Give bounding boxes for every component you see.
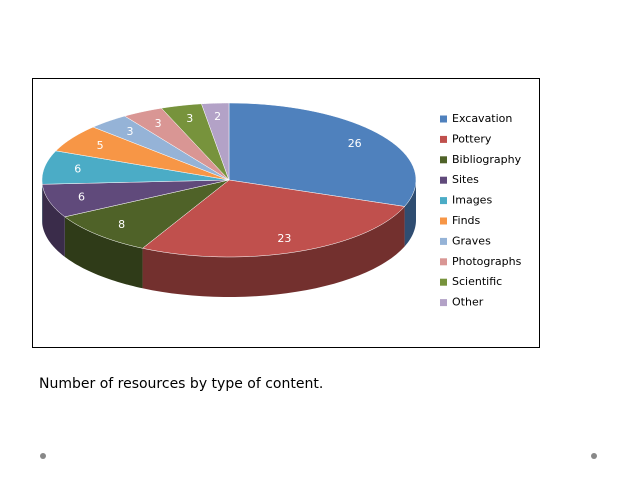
data-label: 8 — [118, 218, 125, 231]
slice-side — [142, 206, 405, 297]
pie-slice — [55, 126, 230, 181]
legend-label: Graves — [452, 234, 491, 247]
pie-slice — [41, 150, 230, 185]
pie-slice — [201, 102, 230, 181]
slice-side — [64, 216, 143, 289]
slice-side — [42, 184, 65, 257]
pie-slice — [92, 115, 230, 181]
data-label: 6 — [74, 163, 81, 176]
pie-slice — [160, 103, 230, 181]
legend-label: Pottery — [452, 132, 492, 145]
legend-swatch — [440, 278, 447, 286]
legend-label: Excavation — [452, 112, 512, 125]
pie-slice — [64, 179, 230, 249]
legend-label: Images — [452, 194, 492, 207]
bullet-dot — [40, 453, 46, 459]
bullet-dot — [591, 453, 597, 459]
data-label: 3 — [186, 112, 193, 125]
legend-label: Photographs — [452, 255, 522, 268]
legend-label: Bibliography — [452, 153, 522, 166]
legend-swatch — [440, 217, 447, 225]
pie-slice — [124, 107, 230, 181]
data-label: 5 — [97, 139, 104, 152]
legend-label: Sites — [452, 173, 479, 186]
legend-swatch — [440, 176, 447, 184]
legend-swatch — [440, 115, 447, 123]
data-label: 26 — [348, 137, 362, 150]
legend-swatch — [440, 156, 447, 164]
data-label: 3 — [155, 117, 162, 130]
legend-swatch — [440, 237, 447, 245]
legend-label: Finds — [452, 214, 481, 227]
data-label: 2 — [214, 110, 221, 123]
legend-swatch — [440, 258, 447, 266]
legend-label: Other — [452, 296, 484, 309]
slice-side — [404, 180, 416, 247]
data-label: 23 — [277, 232, 291, 245]
legend-label: Scientific — [452, 275, 502, 288]
legend-swatch — [440, 135, 447, 143]
pie-slice — [141, 179, 406, 258]
legend-swatch — [440, 197, 447, 205]
legend-swatch — [440, 299, 447, 307]
caption: Number of resources by type of content. — [39, 376, 323, 392]
pie-slice — [41, 179, 230, 218]
data-label: 3 — [126, 125, 133, 138]
pie-slice — [228, 102, 417, 207]
data-label: 6 — [78, 190, 85, 203]
